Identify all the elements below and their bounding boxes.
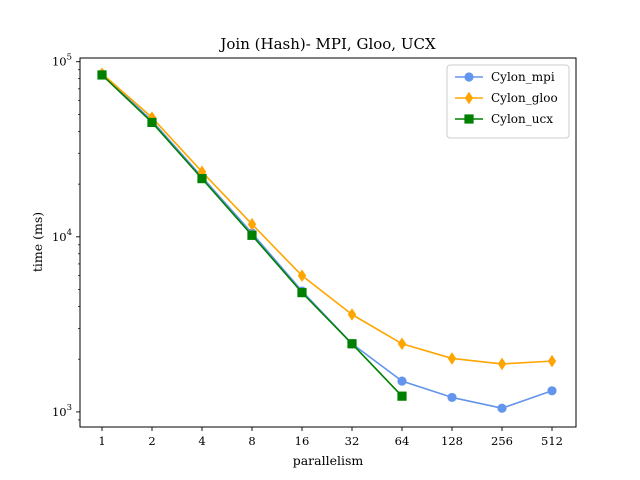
legend-marker-cylon_gloo xyxy=(464,91,474,105)
data-point-cylon_mpi xyxy=(547,386,557,396)
x-tick-label: 512 xyxy=(541,434,563,448)
series-layer xyxy=(97,67,557,413)
y-tick-exponent: 4 xyxy=(67,228,72,238)
y-tick-exponent: 3 xyxy=(67,403,72,413)
legend-label: Cylon_gloo xyxy=(491,91,558,105)
x-axis-label: parallelism xyxy=(293,453,364,468)
plot-frame xyxy=(79,57,577,428)
x-tick-label: 2 xyxy=(148,434,155,448)
x-tick-label: 4 xyxy=(198,434,205,448)
data-point-cylon_gloo xyxy=(547,354,557,368)
x-tick-label: 64 xyxy=(395,434,410,448)
x-tick-label: 256 xyxy=(491,434,513,448)
data-point-cylon_gloo xyxy=(197,165,207,179)
series-line-cylon_gloo xyxy=(101,73,553,365)
data-point-cylon_ucx xyxy=(147,117,157,128)
data-point-cylon_gloo xyxy=(397,337,407,351)
data-point-cylon_ucx xyxy=(397,391,407,401)
data-point-cylon_mpi xyxy=(447,392,457,403)
data-point-cylon_gloo xyxy=(247,217,257,231)
legend-label: Cylon_ucx xyxy=(491,112,553,126)
data-point-cylon_gloo xyxy=(447,352,457,365)
y-tick-label: 105 xyxy=(52,53,72,69)
x-tick-label: 128 xyxy=(441,434,463,448)
data-point-cylon_ucx xyxy=(247,230,257,240)
y-tick-label: 103 xyxy=(52,403,72,419)
y-tick-base: 10 xyxy=(52,230,67,244)
legend-marker-cylon_ucx xyxy=(464,114,474,124)
x-tick-label: 32 xyxy=(345,434,360,448)
y-tick-label: 104 xyxy=(52,228,72,244)
data-point-cylon_gloo xyxy=(347,308,357,321)
y-tick-base: 10 xyxy=(52,405,67,419)
x-axis-ticks: 1 2 4 8 16 32 64 128 256 512 xyxy=(98,427,563,448)
data-point-cylon_ucx xyxy=(97,70,107,80)
data-point-cylon_gloo xyxy=(497,357,507,371)
legend-marker-cylon_mpi xyxy=(464,72,474,82)
y-tick-base: 10 xyxy=(52,55,67,69)
data-point-cylon_gloo xyxy=(297,269,307,282)
chart-title: Join (Hash)- MPI, Gloo, UCX xyxy=(218,35,436,53)
x-tick-label: 8 xyxy=(248,434,255,448)
data-point-cylon_gloo xyxy=(147,111,157,124)
y-axis-label: time (ms) xyxy=(30,212,45,272)
y-tick-exponent: 5 xyxy=(67,53,72,63)
data-point-cylon_ucx xyxy=(297,288,307,298)
data-point-cylon_ucx xyxy=(197,173,207,184)
x-tick-label: 16 xyxy=(295,434,310,448)
x-tick-label: 1 xyxy=(98,434,105,448)
data-point-cylon_mpi xyxy=(497,403,507,413)
data-point-cylon_ucx xyxy=(347,339,357,349)
legend: Cylon_mpi Cylon_gloo Cylon_ucx xyxy=(446,64,570,139)
data-point-cylon_mpi xyxy=(397,376,407,386)
legend-label: Cylon_mpi xyxy=(491,70,555,84)
